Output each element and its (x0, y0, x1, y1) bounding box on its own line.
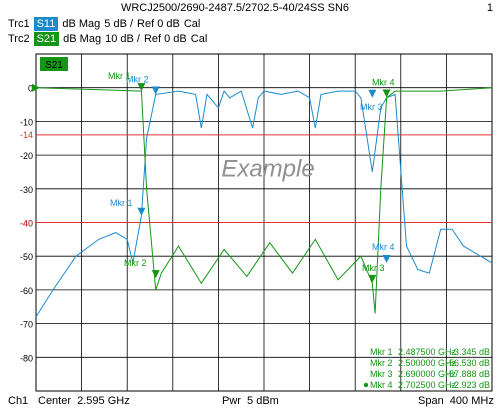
trace-2-param-badge[interactable]: S21 (33, 32, 60, 46)
trace-2-ref: Ref 0 dB (143, 33, 187, 45)
marker-label: Mkr 4 (372, 242, 395, 252)
marker-table-label: Mkr 1 (370, 347, 393, 357)
trace-2-name: Trc2 (8, 33, 30, 45)
marker-triangle[interactable] (151, 86, 160, 95)
marker-label: Mkr 3 (362, 263, 385, 273)
y-tick-label: -30 (20, 185, 33, 195)
page-number: 1 (486, 2, 493, 14)
marker-triangle[interactable] (368, 274, 377, 283)
center-frequency[interactable]: Center 2.595 GHz (38, 395, 130, 407)
trace-1-scale: 5 dB / (104, 18, 134, 30)
s11-trace[interactable] (35, 90, 493, 318)
span-frequency[interactable]: Span 400 MHz (418, 395, 494, 407)
trace-1-format: dB Mag (62, 18, 101, 30)
channel-label: Ch1 (8, 395, 29, 407)
y-tick-label: -10 (20, 117, 33, 127)
marker-table-frequency: 2.487500 GHz (398, 347, 457, 357)
trace-1-cal: Cal (183, 18, 201, 30)
trace-1-param-badge[interactable]: S11 (33, 17, 59, 31)
trace-2-scale: 10 dB / (105, 33, 140, 45)
marker-label: Mkr 4 (372, 77, 395, 87)
marker-table-frequency: 2.690000 GHz (398, 369, 457, 379)
active-trace-tag-label: S21 (45, 60, 63, 71)
marker-label: Mkr 1 (108, 71, 131, 81)
active-trace-tag[interactable] (40, 57, 68, 71)
marker-triangle[interactable] (368, 89, 377, 98)
marker-table-value: -56.530 dB (446, 358, 490, 368)
trace-1-name: Trc1 (8, 18, 30, 30)
y-tick-label: -70 (20, 320, 33, 330)
trace-1-header[interactable]: Trc1 S11 dB Mag 5 dB / Ref 0 dB Cal (8, 17, 200, 31)
marker-triangle[interactable] (137, 207, 146, 216)
limit-label: -14 (20, 130, 33, 140)
trace-2-cal: Cal (190, 33, 208, 45)
trace-2-header[interactable]: Trc2 S21 dB Mag 10 dB / Ref 0 dB Cal (8, 32, 207, 46)
marker-table-frequency: 2.702500 GHz (398, 380, 457, 390)
marker-triangle[interactable] (151, 270, 160, 279)
power-level[interactable]: Pwr 5 dBm (222, 395, 279, 407)
y-tick-label: -80 (20, 353, 33, 363)
active-marker-dot (363, 382, 369, 388)
marker-table-value: -2.923 dB (451, 380, 490, 390)
marker-label: Mkr 2 (126, 74, 149, 84)
marker-label: Mkr 1 (110, 198, 133, 208)
s21-trace[interactable] (35, 87, 493, 314)
marker-triangle[interactable] (137, 83, 146, 92)
y-tick-label: 0 (28, 84, 33, 94)
limit-label: -40 (20, 219, 33, 229)
y-tick-label: -40 (20, 219, 33, 229)
marker-table-value: -3.345 dB (451, 347, 490, 357)
marker-label: Mkr 3 (360, 102, 383, 112)
y-tick-label: -50 (20, 252, 33, 262)
y-tick-label: -20 (20, 151, 33, 161)
trace-2-format: dB Mag (63, 33, 102, 45)
marker-triangle[interactable] (382, 89, 391, 98)
marker-table-label: Mkr 3 (370, 369, 393, 379)
marker-table-value: -57.888 dB (446, 369, 490, 379)
watermark-text: Example (221, 156, 314, 183)
marker-triangle[interactable] (382, 254, 391, 263)
y-tick-label: -60 (20, 286, 33, 296)
marker-table-label: Mkr 4 (370, 380, 393, 390)
marker-label: Mkr 2 (124, 258, 147, 268)
marker-table-frequency: 2.500000 GHz (398, 358, 457, 368)
trace-1-ref: Ref 0 dB (137, 18, 180, 30)
window-title: WRCJ2500/2690-2487.5/2702.5-40/24SS SN6 (120, 2, 350, 14)
marker-table-label: Mkr 2 (370, 358, 393, 368)
